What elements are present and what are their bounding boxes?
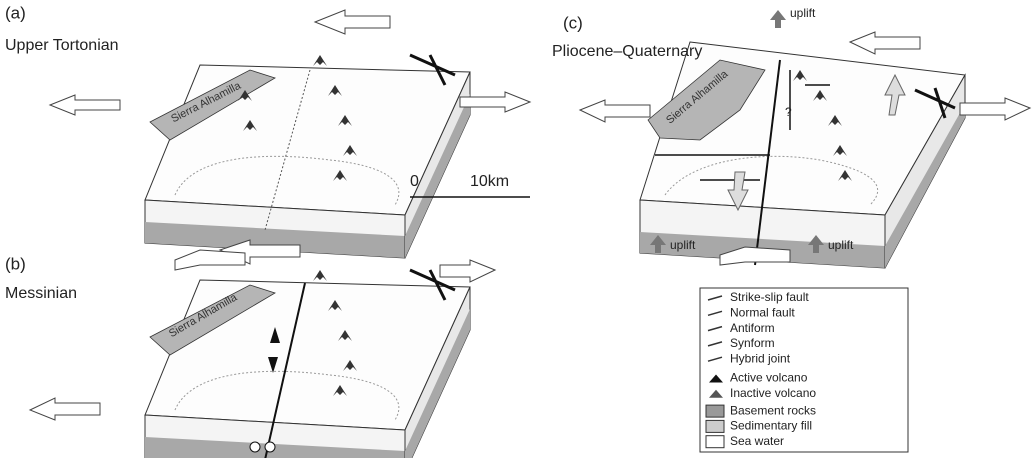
- panel-title: Messinian: [5, 285, 77, 302]
- legend-label: Active volcano: [730, 371, 808, 385]
- uplift-label: uplift: [790, 6, 816, 20]
- legend-label: Antiform: [730, 321, 775, 335]
- legend-label: Inactive volcano: [730, 386, 816, 400]
- panel-title: Pliocene–Quaternary: [552, 43, 702, 60]
- panel-a: (a) Upper Tortonian Sierra Alhamilla 0 1…: [5, 3, 530, 264]
- scale-end: 10km: [470, 173, 509, 190]
- uplift-label: uplift: [828, 238, 854, 252]
- panel-label: (c): [563, 13, 583, 32]
- legend-label: Synform: [730, 336, 775, 350]
- legend-label: Basement rocks: [730, 403, 816, 417]
- uplift-label: uplift: [670, 238, 696, 252]
- figure: (a) Upper Tortonian Sierra Alhamilla 0 1…: [0, 0, 1035, 458]
- panel-label: (b): [5, 254, 26, 273]
- legend-swatch: [706, 420, 724, 432]
- legend-label: Normal fault: [730, 305, 795, 319]
- panel-c: (c) Pliocene–Quaternary Sierra Alhamilla…: [552, 6, 1030, 268]
- panel-label: (a): [5, 3, 26, 22]
- question-mark: ?: [785, 105, 792, 119]
- legend-label: Sea water: [730, 434, 784, 448]
- legend-label: Sedimentary fill: [730, 419, 812, 433]
- panel-title: Upper Tortonian: [5, 37, 119, 54]
- legend-swatch: [706, 436, 724, 448]
- legend-swatch: [706, 405, 724, 417]
- legend-label: Strike-slip fault: [730, 290, 809, 304]
- panel-b: (b) Messinian Sierra Alhamilla: [5, 250, 495, 458]
- legend-label: Hybrid joint: [730, 351, 791, 365]
- scale-start: 0: [410, 173, 419, 190]
